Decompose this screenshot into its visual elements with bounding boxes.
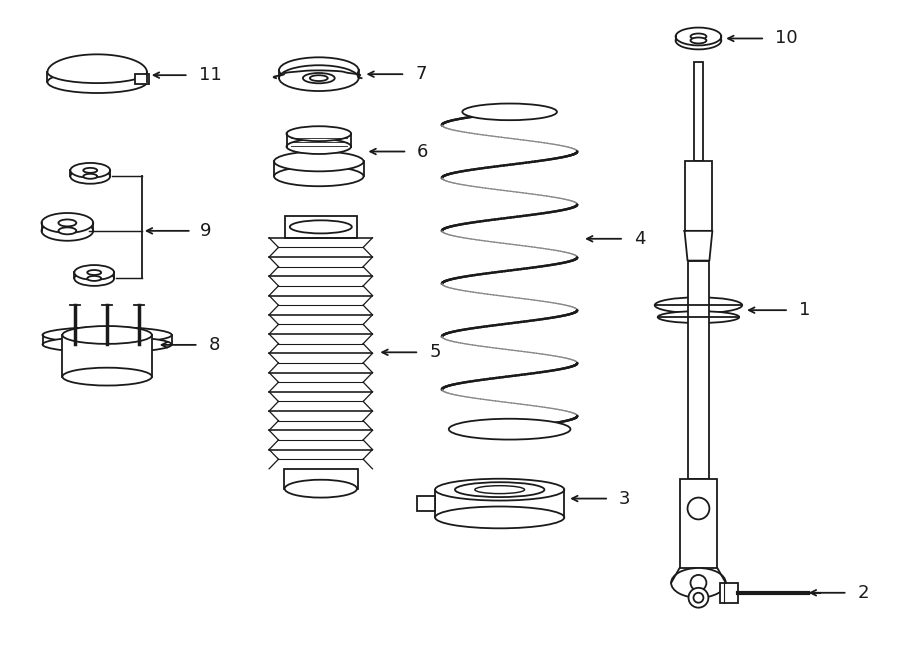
Ellipse shape (87, 276, 101, 281)
FancyBboxPatch shape (720, 583, 738, 603)
Text: 10: 10 (775, 30, 797, 48)
FancyBboxPatch shape (62, 335, 152, 377)
Text: 5: 5 (429, 343, 441, 362)
Ellipse shape (87, 270, 101, 275)
Text: 3: 3 (619, 490, 631, 508)
Ellipse shape (75, 265, 114, 280)
Text: 11: 11 (199, 66, 221, 84)
FancyBboxPatch shape (685, 161, 713, 231)
Ellipse shape (676, 28, 721, 46)
Ellipse shape (62, 326, 152, 344)
Ellipse shape (42, 336, 172, 352)
Circle shape (694, 593, 704, 603)
Ellipse shape (48, 71, 147, 93)
Ellipse shape (58, 227, 76, 234)
Ellipse shape (676, 32, 721, 50)
Ellipse shape (690, 34, 707, 40)
Ellipse shape (654, 297, 742, 313)
Polygon shape (685, 231, 713, 260)
Ellipse shape (41, 221, 94, 241)
Circle shape (688, 498, 709, 520)
Text: 1: 1 (799, 301, 810, 319)
Ellipse shape (58, 219, 76, 226)
Ellipse shape (286, 126, 351, 141)
Ellipse shape (70, 163, 110, 178)
Text: 6: 6 (418, 143, 428, 161)
Polygon shape (48, 54, 147, 72)
FancyBboxPatch shape (694, 62, 703, 161)
Ellipse shape (455, 483, 544, 497)
Text: 9: 9 (200, 222, 212, 240)
Ellipse shape (279, 58, 358, 83)
Ellipse shape (290, 220, 352, 233)
Ellipse shape (41, 213, 94, 233)
Ellipse shape (475, 486, 525, 494)
Ellipse shape (463, 104, 557, 120)
Ellipse shape (274, 151, 364, 171)
FancyBboxPatch shape (680, 479, 717, 568)
Text: 7: 7 (415, 65, 427, 83)
Circle shape (690, 575, 707, 591)
FancyBboxPatch shape (688, 260, 709, 479)
Text: 8: 8 (209, 336, 220, 354)
Ellipse shape (435, 479, 564, 500)
Text: 2: 2 (858, 584, 869, 602)
FancyBboxPatch shape (284, 469, 358, 488)
Ellipse shape (62, 368, 152, 385)
Ellipse shape (690, 38, 707, 44)
Ellipse shape (42, 327, 172, 343)
Ellipse shape (84, 174, 97, 178)
Text: 4: 4 (634, 230, 645, 248)
Ellipse shape (303, 73, 335, 83)
FancyBboxPatch shape (418, 496, 435, 512)
Ellipse shape (279, 65, 358, 91)
Ellipse shape (75, 271, 114, 286)
Ellipse shape (435, 506, 564, 528)
Ellipse shape (284, 480, 357, 498)
Ellipse shape (286, 139, 351, 154)
Ellipse shape (310, 75, 328, 81)
Ellipse shape (48, 61, 147, 83)
Ellipse shape (449, 419, 571, 440)
Ellipse shape (671, 568, 725, 598)
Ellipse shape (70, 169, 110, 184)
Circle shape (688, 588, 708, 607)
FancyBboxPatch shape (135, 74, 148, 84)
Ellipse shape (274, 167, 364, 186)
Ellipse shape (84, 168, 97, 173)
FancyBboxPatch shape (284, 216, 357, 238)
Ellipse shape (658, 311, 739, 323)
